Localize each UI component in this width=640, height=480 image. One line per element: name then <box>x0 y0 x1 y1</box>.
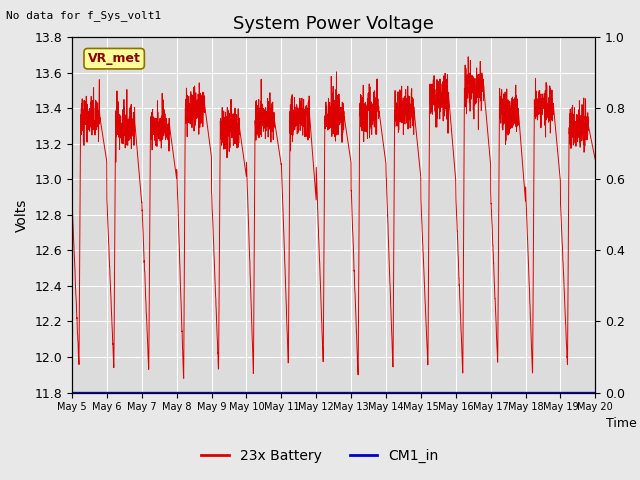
Y-axis label: Volts: Volts <box>15 198 29 232</box>
X-axis label: Time: Time <box>606 418 637 431</box>
Legend: 23x Battery, CM1_in: 23x Battery, CM1_in <box>196 443 444 468</box>
Title: System Power Voltage: System Power Voltage <box>233 15 434 33</box>
Text: VR_met: VR_met <box>88 52 141 65</box>
Text: No data for f_Sys_volt1: No data for f_Sys_volt1 <box>6 10 162 21</box>
